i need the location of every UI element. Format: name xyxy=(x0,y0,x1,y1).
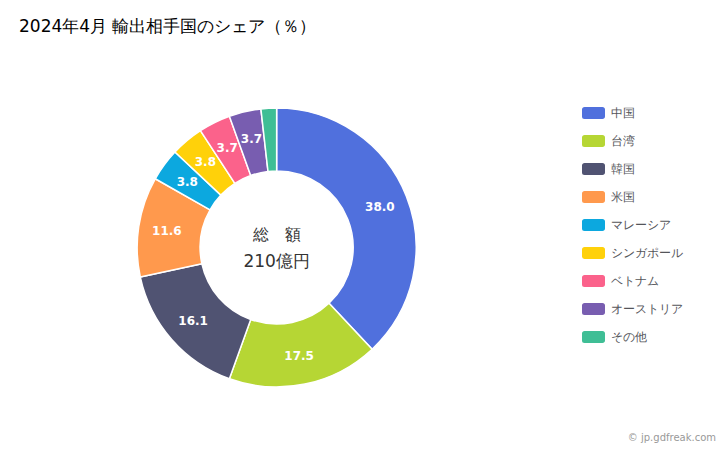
svg-text:韓国: 韓国 xyxy=(611,162,635,176)
svg-text:3.8: 3.8 xyxy=(177,175,198,189)
svg-text:その他: その他 xyxy=(611,330,647,344)
svg-text:16.1: 16.1 xyxy=(178,314,208,328)
svg-text:シンガポール: シンガポール xyxy=(611,246,683,260)
svg-text:総 額: 総 額 xyxy=(252,225,301,244)
svg-text:210億円: 210億円 xyxy=(243,251,309,271)
svg-text:ベトナム: ベトナム xyxy=(611,274,659,288)
svg-text:3.7: 3.7 xyxy=(217,141,238,155)
svg-text:2024年4月 輸出相手国のシェア（％）: 2024年4月 輸出相手国のシェア（％） xyxy=(19,16,316,36)
svg-text:米国: 米国 xyxy=(611,190,635,204)
svg-text:3.8: 3.8 xyxy=(195,155,216,169)
svg-text:38.0: 38.0 xyxy=(365,200,395,214)
svg-text:マレーシア: マレーシア xyxy=(611,218,671,232)
svg-text:台湾: 台湾 xyxy=(611,134,635,148)
svg-text:© jp.gdfreak.com: © jp.gdfreak.com xyxy=(628,432,716,443)
svg-text:11.6: 11.6 xyxy=(152,224,182,238)
svg-text:17.5: 17.5 xyxy=(284,349,314,363)
svg-text:オーストリア: オーストリア xyxy=(611,302,683,316)
svg-text:3.7: 3.7 xyxy=(241,132,262,146)
svg-text:中国: 中国 xyxy=(611,106,635,120)
